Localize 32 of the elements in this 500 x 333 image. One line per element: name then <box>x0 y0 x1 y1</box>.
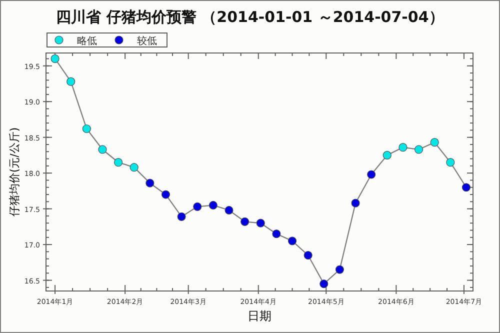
point <box>240 217 250 226</box>
point <box>130 163 138 172</box>
point <box>382 150 392 160</box>
point <box>161 190 170 199</box>
point <box>208 200 218 210</box>
point <box>66 77 76 86</box>
point <box>98 145 107 154</box>
point <box>335 265 344 274</box>
point <box>50 54 60 64</box>
point <box>367 170 376 179</box>
point <box>446 158 455 167</box>
point <box>114 158 123 167</box>
point <box>462 183 471 192</box>
legend-label: 略低 <box>77 36 97 47</box>
point <box>430 138 439 147</box>
point <box>256 218 265 228</box>
point <box>320 280 328 288</box>
point <box>272 230 281 238</box>
point <box>193 202 202 211</box>
y-axis-title: 仔猪均价(元/公斤) <box>8 127 21 217</box>
point <box>177 212 186 221</box>
point <box>304 250 312 260</box>
x-axis-title: 日期 <box>248 309 272 323</box>
point <box>351 198 360 208</box>
point <box>414 145 424 154</box>
chart-title: 四川省 仔猪均价预警 （2014-01-01 ～2014-07-04） <box>56 8 444 26</box>
point <box>288 236 297 246</box>
point <box>146 178 154 188</box>
point <box>398 143 408 152</box>
point <box>224 206 234 215</box>
legend-label: 较低 <box>137 35 157 47</box>
point <box>82 124 91 134</box>
